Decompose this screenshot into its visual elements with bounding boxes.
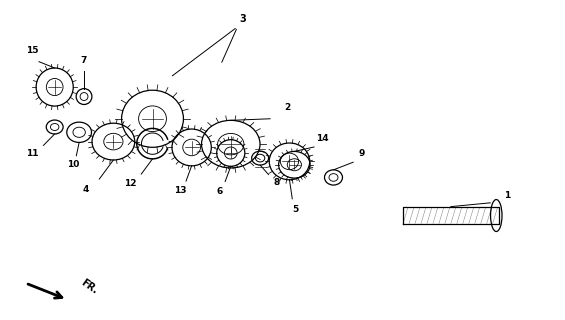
Text: 15: 15 [26,46,38,55]
Text: 14: 14 [316,133,329,142]
Text: 9: 9 [358,149,365,158]
Text: 8: 8 [274,178,280,187]
Text: 11: 11 [26,149,38,158]
Text: 4: 4 [82,185,89,194]
Text: FR.: FR. [79,278,99,296]
Text: 3: 3 [240,13,246,24]
Text: 2: 2 [284,103,290,112]
Text: 10: 10 [67,160,80,169]
Text: 7: 7 [81,56,87,65]
Text: 12: 12 [124,179,136,188]
Text: 13: 13 [174,186,186,195]
Text: 1: 1 [504,191,510,200]
Text: 6: 6 [216,187,223,196]
Text: 5: 5 [292,205,298,214]
